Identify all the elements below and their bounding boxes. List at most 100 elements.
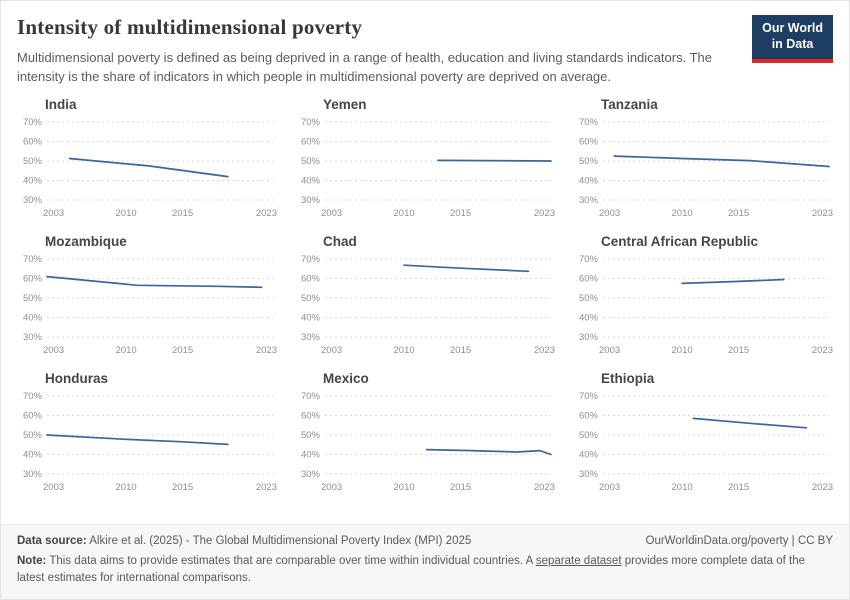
svg-text:2010: 2010 bbox=[394, 482, 415, 493]
svg-text:50%: 50% bbox=[579, 430, 599, 441]
svg-text:2010: 2010 bbox=[116, 208, 137, 219]
svg-text:30%: 30% bbox=[579, 332, 599, 343]
logo-line2: in Data bbox=[771, 36, 814, 51]
svg-text:2015: 2015 bbox=[728, 208, 749, 219]
header: Intensity of multidimensional poverty Mu… bbox=[1, 1, 849, 87]
svg-text:2023: 2023 bbox=[256, 345, 277, 356]
svg-text:40%: 40% bbox=[579, 312, 599, 323]
footer-note: Note: This data aims to provide estimate… bbox=[17, 553, 833, 588]
subchart-plot: 30% 40% 50% 60% 70% 2003 2010 2015 2023 bbox=[579, 254, 833, 356]
svg-text:30%: 30% bbox=[23, 195, 43, 206]
svg-text:2010: 2010 bbox=[116, 482, 137, 493]
svg-text:70%: 70% bbox=[301, 117, 321, 128]
subchart-plot: 30% 40% 50% 60% 70% 2003 2010 2015 2023 bbox=[23, 391, 277, 493]
subchart-central-african-republic: Central African Republic 30% 40% 50% 60% 70% 2… bbox=[573, 234, 833, 359]
svg-text:2023: 2023 bbox=[534, 345, 555, 356]
svg-text:2023: 2023 bbox=[534, 482, 555, 493]
footer: Data source: Alkire et al. (2025) - The … bbox=[1, 523, 849, 599]
svg-text:2015: 2015 bbox=[172, 208, 193, 219]
subchart-title: India bbox=[45, 96, 77, 112]
svg-text:30%: 30% bbox=[23, 332, 43, 343]
svg-text:70%: 70% bbox=[23, 254, 43, 265]
svg-text:50%: 50% bbox=[579, 293, 599, 304]
subchart-plot: 30% 40% 50% 60% 70% 2003 2010 2015 2023 bbox=[301, 254, 555, 356]
svg-text:2023: 2023 bbox=[812, 482, 833, 493]
subchart-honduras: Honduras 30% 40% 50% 60% 70% 2003 2010 2015 2023 bbox=[17, 371, 277, 496]
svg-text:2015: 2015 bbox=[450, 208, 471, 219]
data-source: Data source: Alkire et al. (2025) - The … bbox=[17, 535, 471, 547]
svg-text:60%: 60% bbox=[579, 136, 599, 147]
svg-text:30%: 30% bbox=[579, 469, 599, 480]
svg-text:30%: 30% bbox=[301, 195, 321, 206]
subchart-title: Tanzania bbox=[601, 96, 658, 112]
chart-subtitle: Multidimensional poverty is defined as b… bbox=[17, 50, 712, 84]
subchart-title: Chad bbox=[323, 233, 357, 249]
subchart-plot: 30% 40% 50% 60% 70% 2003 2010 2015 2023 bbox=[301, 391, 555, 493]
subchart-title: Central African Republic bbox=[601, 233, 759, 249]
svg-text:2003: 2003 bbox=[43, 208, 64, 219]
svg-text:2010: 2010 bbox=[116, 345, 137, 356]
source-label: Data source: bbox=[17, 534, 87, 547]
svg-text:2023: 2023 bbox=[812, 208, 833, 219]
separate-dataset-link[interactable]: separate dataset bbox=[535, 554, 622, 567]
svg-text:50%: 50% bbox=[301, 156, 321, 167]
svg-text:70%: 70% bbox=[23, 117, 43, 128]
charts-grid: India 30% 40% 50% 60% 70% 2003 2010 2015 2023 Yeme… bbox=[17, 97, 833, 496]
subchart-title: Honduras bbox=[45, 370, 109, 386]
logo-line1: Our World bbox=[762, 21, 823, 35]
svg-text:40%: 40% bbox=[23, 449, 43, 460]
subchart-mozambique: Mozambique 30% 40% 50% 60% 70% 2003 2010 2015 202… bbox=[17, 234, 277, 359]
svg-text:2015: 2015 bbox=[450, 482, 471, 493]
svg-text:2015: 2015 bbox=[172, 345, 193, 356]
subchart-ethiopia: Ethiopia 30% 40% 50% 60% 70% 2003 2010 2015 2023 bbox=[573, 371, 833, 496]
svg-text:50%: 50% bbox=[23, 430, 43, 441]
svg-text:40%: 40% bbox=[301, 312, 321, 323]
svg-text:2010: 2010 bbox=[394, 345, 415, 356]
svg-text:30%: 30% bbox=[301, 469, 321, 480]
svg-text:2010: 2010 bbox=[672, 208, 693, 219]
svg-text:40%: 40% bbox=[579, 449, 599, 460]
svg-text:40%: 40% bbox=[579, 175, 599, 186]
svg-text:70%: 70% bbox=[301, 391, 321, 402]
svg-text:60%: 60% bbox=[23, 410, 43, 421]
svg-text:60%: 60% bbox=[579, 410, 599, 421]
svg-text:2003: 2003 bbox=[43, 482, 64, 493]
svg-text:30%: 30% bbox=[579, 195, 599, 206]
subchart-title: Mexico bbox=[323, 370, 369, 386]
svg-text:60%: 60% bbox=[579, 273, 599, 284]
subchart-india: India 30% 40% 50% 60% 70% 2003 2010 2015 2023 bbox=[17, 97, 277, 222]
svg-text:50%: 50% bbox=[23, 293, 43, 304]
subchart-title: Mozambique bbox=[45, 233, 127, 249]
svg-text:2003: 2003 bbox=[43, 345, 64, 356]
subchart-plot: 30% 40% 50% 60% 70% 2003 2010 2015 2023 bbox=[579, 117, 833, 219]
svg-text:2015: 2015 bbox=[728, 482, 749, 493]
svg-text:2015: 2015 bbox=[450, 345, 471, 356]
svg-text:2015: 2015 bbox=[172, 482, 193, 493]
svg-text:30%: 30% bbox=[23, 469, 43, 480]
svg-text:50%: 50% bbox=[301, 293, 321, 304]
svg-text:2003: 2003 bbox=[599, 208, 620, 219]
svg-text:2010: 2010 bbox=[672, 482, 693, 493]
note-before-link: This data aims to provide estimates that… bbox=[49, 554, 533, 567]
svg-text:70%: 70% bbox=[579, 254, 599, 265]
subchart-yemen: Yemen 30% 40% 50% 60% 70% 2003 2010 2015 2023 bbox=[295, 97, 555, 222]
svg-text:2015: 2015 bbox=[728, 345, 749, 356]
source-text: Alkire et al. (2025) - The Global Multid… bbox=[89, 534, 472, 547]
svg-text:2010: 2010 bbox=[672, 345, 693, 356]
footer-license-link[interactable]: OurWorldinData.org/poverty | CC BY bbox=[645, 534, 833, 547]
svg-text:70%: 70% bbox=[301, 254, 321, 265]
svg-text:2003: 2003 bbox=[599, 345, 620, 356]
svg-text:2003: 2003 bbox=[599, 482, 620, 493]
svg-text:50%: 50% bbox=[23, 156, 43, 167]
page-title: Intensity of multidimensional poverty bbox=[17, 15, 363, 39]
note-after-link: provides more complete data of the lates… bbox=[17, 554, 805, 584]
note-label: Note: bbox=[17, 554, 47, 567]
svg-text:60%: 60% bbox=[23, 136, 43, 147]
subchart-tanzania: Tanzania 30% 40% 50% 60% 70% 2003 2010 2015 2023 bbox=[573, 97, 833, 222]
owid-logo[interactable]: Our World in Data bbox=[752, 15, 833, 64]
svg-text:60%: 60% bbox=[301, 136, 321, 147]
subchart-plot: 30% 40% 50% 60% 70% 2003 2010 2015 2023 bbox=[579, 391, 833, 493]
svg-text:60%: 60% bbox=[301, 410, 321, 421]
svg-text:2003: 2003 bbox=[321, 482, 342, 493]
